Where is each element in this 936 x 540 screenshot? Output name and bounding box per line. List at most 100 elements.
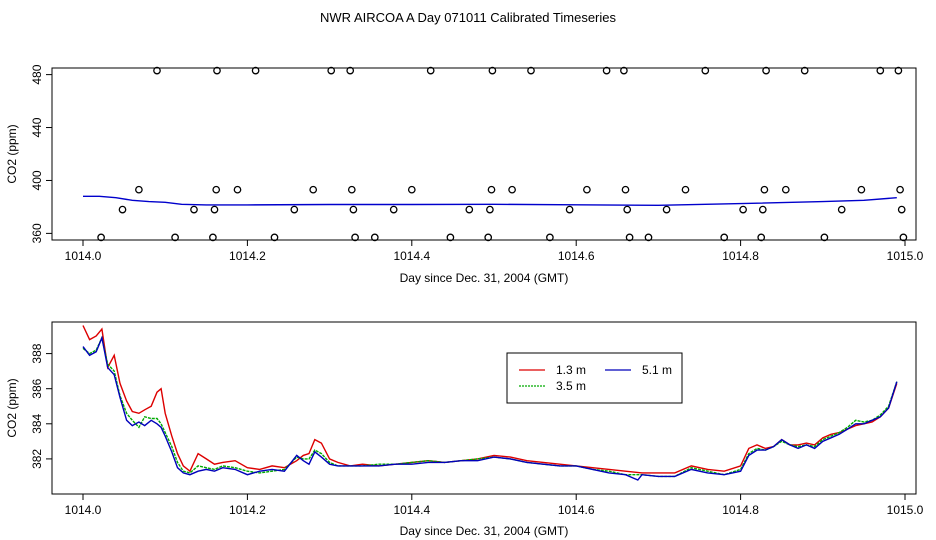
- bottom-series-1-3-m: [82, 325, 898, 474]
- top-scatter-point: [171, 233, 179, 242]
- top-scatter-point: [602, 66, 611, 75]
- top-scatter-point: [97, 233, 105, 242]
- top-scatter-point: [625, 233, 634, 242]
- top-scatter-point: [800, 66, 809, 75]
- figure-title: NWR AIRCOA A Day 071011 Calibrated Times…: [320, 10, 616, 25]
- top-scatter-point: [739, 205, 747, 214]
- top-scatter-point: [894, 66, 903, 75]
- top-panel: 1014.0 1014.2 1014.4 1014.6 1014.8 1015.0 360…: [5, 64, 924, 285]
- top-y-tick-label: 400: [30, 170, 44, 190]
- bottom-plot-frame: [51, 321, 917, 495]
- top-scatter-point: [681, 185, 690, 194]
- top-scatter-point: [781, 185, 790, 194]
- bottom-y-ticks: 382 384 386 388: [30, 343, 52, 469]
- top-scatter-point: [620, 66, 628, 75]
- top-scatter-point: [896, 185, 904, 194]
- top-scatter-point: [720, 233, 729, 242]
- bottom-panel: 1014.0 1014.2 1014.4 1014.6 1014.8 1015.0 382…: [5, 321, 924, 538]
- top-scatter-point: [760, 185, 769, 194]
- top-scatter-point: [484, 233, 493, 242]
- top-scatter-point: [210, 205, 219, 214]
- top-scatter-point: [820, 233, 829, 242]
- top-scatter-point: [837, 205, 846, 214]
- bottom-x-tick-label: 1014.8: [722, 503, 759, 517]
- top-scatter-point: [527, 66, 535, 75]
- top-scatter-point: [583, 185, 591, 194]
- bottom-x-ticks: 1014.0 1014.2 1014.4 1014.6 1014.8 1015.0: [65, 494, 924, 517]
- top-scatter-point: [487, 185, 496, 194]
- top-scatter-point: [135, 185, 143, 194]
- top-scatter-point: [762, 66, 770, 75]
- top-points-group: [97, 66, 908, 242]
- legend-label-3-5m: 3.5 m: [556, 379, 586, 393]
- top-scatter-point: [565, 205, 574, 214]
- top-x-tick-label: 1014.6: [558, 249, 595, 263]
- top-scatter-point: [349, 205, 358, 214]
- bottom-x-tick-label: 1014.0: [65, 503, 102, 517]
- top-series-group: [83, 195, 897, 207]
- top-scatter-point: [621, 185, 630, 194]
- bottom-y-tick-label: 386: [30, 378, 44, 398]
- legend: 1.3 m 3.5 m 5.1 m: [506, 352, 683, 404]
- top-scatter-point: [407, 185, 416, 194]
- legend-label-1-3m: 1.3 m: [556, 363, 586, 377]
- top-scatter-point: [758, 205, 767, 214]
- top-scatter-point: [212, 185, 221, 194]
- top-scatter-point: [251, 66, 260, 75]
- top-scatter-point: [290, 205, 299, 214]
- top-scatter-point: [213, 66, 221, 75]
- bottom-y-tick-label: 384: [30, 413, 44, 433]
- top-y-tick-label: 440: [30, 117, 44, 137]
- bottom-x-tick-label: 1015.0: [887, 503, 924, 517]
- top-scatter-point: [757, 233, 766, 242]
- top-scatter-point: [351, 233, 359, 242]
- top-scatter-point: [327, 66, 336, 75]
- top-x-tick-label: 1014.8: [722, 249, 759, 263]
- top-scatter-point: [370, 233, 379, 242]
- top-scatter-point: [857, 185, 866, 194]
- top-scatter-point: [446, 233, 455, 242]
- bottom-y-tick-label: 382: [30, 449, 44, 469]
- bottom-series-3-5-m: [82, 335, 898, 478]
- top-scatter-point: [190, 205, 198, 214]
- bottom-y-tick-label: 388: [30, 343, 44, 363]
- top-scatter-point: [465, 205, 474, 214]
- top-scatter-point: [644, 233, 653, 242]
- bottom-series-group: [82, 325, 898, 481]
- top-scatter-point: [662, 205, 671, 214]
- bottom-series-5-1-m: [82, 335, 898, 481]
- top-scatter-point: [233, 185, 242, 194]
- top-scatter-point: [426, 66, 435, 75]
- top-scatter-point: [701, 66, 710, 75]
- top-scatter-point: [876, 66, 885, 75]
- top-scatter-point: [346, 66, 355, 75]
- bottom-x-tick-label: 1014.4: [393, 503, 430, 517]
- top-scatter-point: [347, 185, 356, 194]
- top-y-tick-label: 480: [30, 64, 44, 84]
- top-series-blue: [83, 195, 897, 207]
- top-x-axis-label: Day since Dec. 31, 2004 (GMT): [400, 271, 569, 285]
- top-scatter-point: [309, 185, 318, 194]
- top-scatter-point: [270, 233, 279, 242]
- top-x-tick-label: 1014.4: [393, 249, 430, 263]
- top-scatter-point: [209, 233, 217, 242]
- top-scatter-point: [546, 233, 554, 242]
- bottom-y-axis-label: CO2 (ppm): [5, 378, 19, 437]
- top-plot-frame: [51, 67, 917, 241]
- top-y-axis-label: CO2 (ppm): [5, 124, 19, 183]
- top-y-tick-label: 360: [30, 223, 44, 243]
- top-x-tick-label: 1014.2: [229, 249, 266, 263]
- top-x-ticks: 1014.0 1014.2 1014.4 1014.6 1014.8 1015.0: [65, 240, 924, 263]
- bottom-x-axis-label: Day since Dec. 31, 2004 (GMT): [400, 524, 569, 538]
- top-scatter-point: [899, 233, 908, 242]
- top-scatter-point: [486, 205, 494, 214]
- legend-box: [506, 352, 683, 404]
- top-x-tick-label: 1014.0: [65, 249, 102, 263]
- bottom-x-tick-label: 1014.6: [558, 503, 595, 517]
- legend-label-5-1m: 5.1 m: [642, 363, 672, 377]
- top-y-ticks: 360 400 440 480: [30, 64, 52, 243]
- top-scatter-point: [389, 205, 398, 214]
- top-scatter-point: [118, 205, 127, 214]
- bottom-x-tick-label: 1014.2: [229, 503, 266, 517]
